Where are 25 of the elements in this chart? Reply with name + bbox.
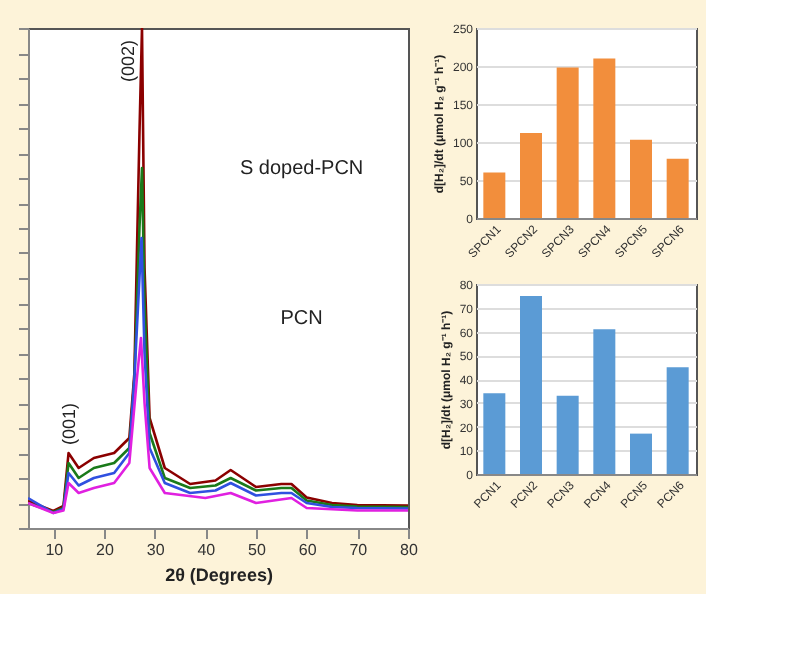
annotation: (001) [58,402,79,445]
x-tick-label: 80 [400,541,419,559]
x-tick-label: 30 [146,541,166,559]
bar [593,58,616,218]
annotation: (002) [118,40,138,83]
bar [630,433,652,474]
bar [630,139,652,218]
bar [556,67,579,218]
bar [593,329,616,474]
bar [520,295,542,474]
x-tick-label: 20 [96,541,115,559]
x-tick-label: 70 [349,541,369,559]
x-tick-label: 10 [45,541,65,559]
x-axis-title: 2θ (Degrees) [165,565,273,585]
bar [520,132,542,218]
x-tick-label: 40 [197,541,217,559]
bar [483,172,506,218]
bar [556,395,579,474]
annotation: PCN [280,308,323,330]
bar [666,367,689,474]
x-tick-label: 60 [298,541,318,559]
bar [483,393,506,474]
x-tick-label: 50 [248,541,267,559]
bar [666,158,689,218]
annotation: S doped-PCN [239,158,364,180]
